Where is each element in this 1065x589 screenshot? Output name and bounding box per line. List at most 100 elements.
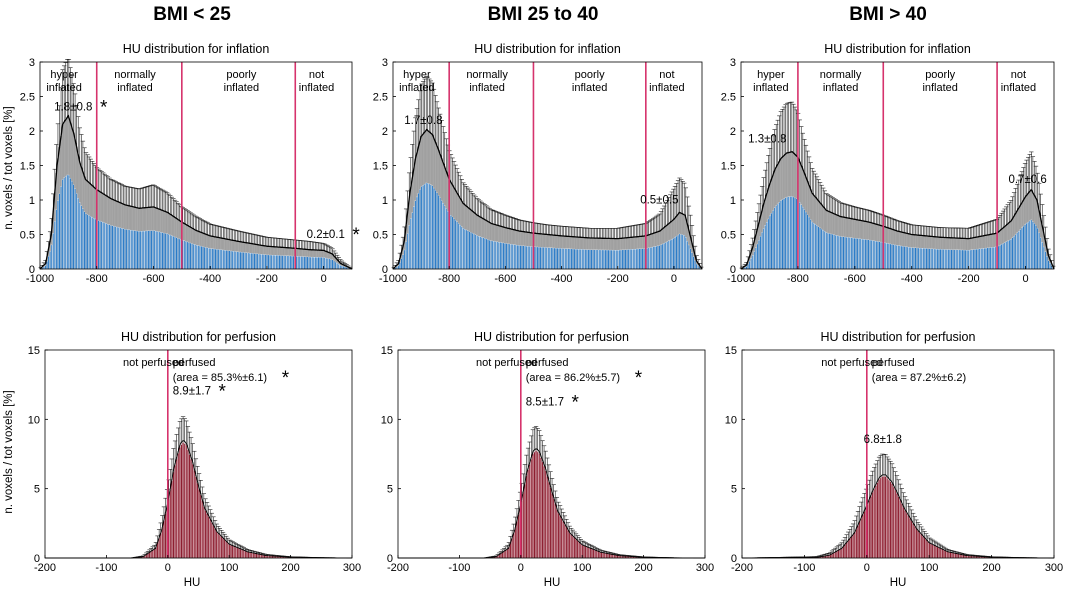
bar-value	[925, 248, 928, 270]
bar-value	[116, 226, 118, 270]
bar-value	[235, 251, 237, 270]
bar-value	[230, 250, 232, 270]
bar-value	[334, 261, 337, 270]
y-tick-label: 0	[382, 264, 388, 276]
bar-value	[317, 257, 320, 270]
bar-value	[524, 483, 526, 559]
bar-value	[579, 543, 582, 559]
region-label: poorly	[575, 69, 605, 81]
bar-value	[189, 242, 192, 270]
panel-inflation-3: HU distribution for inflation -1000 -800 -6…	[721, 42, 1056, 285]
bar-value	[960, 249, 962, 270]
bar-value	[552, 498, 555, 559]
bar-value	[664, 242, 667, 270]
peak-label: 8.9±1.7	[173, 385, 211, 397]
bar-value	[860, 518, 863, 559]
bar-value	[212, 525, 215, 559]
bar-value	[156, 542, 159, 559]
bar-value	[989, 247, 992, 270]
bar-value	[886, 478, 889, 559]
bar-value	[939, 548, 942, 559]
bar-value	[141, 231, 143, 270]
bar-value	[298, 256, 301, 270]
bar-value	[607, 553, 609, 559]
bar-value	[50, 244, 53, 270]
bar-value	[556, 508, 558, 559]
bar-value	[615, 250, 618, 270]
bar-value	[688, 244, 690, 270]
region-label: inflated	[922, 82, 957, 94]
bar-value	[311, 256, 313, 270]
bar-value	[155, 231, 157, 270]
bar-value	[612, 249, 614, 270]
bar-value	[259, 254, 262, 270]
bar-value	[922, 248, 925, 270]
bar-value	[939, 249, 942, 270]
bar-value	[553, 247, 556, 270]
bar-value	[539, 247, 542, 270]
bar-value	[171, 480, 173, 559]
bar-value	[215, 531, 218, 559]
bar-value	[906, 246, 909, 270]
bar-value	[795, 198, 798, 270]
bar-value	[550, 247, 553, 270]
bar-value	[660, 244, 662, 270]
bar-value	[532, 453, 534, 559]
bar-value	[651, 247, 653, 270]
bar-value	[593, 249, 596, 270]
bar-value	[978, 248, 981, 270]
bar-value	[453, 218, 455, 270]
bar-value	[236, 251, 239, 270]
bar-value	[1000, 244, 1003, 270]
bar-value	[516, 245, 519, 270]
bar-value	[408, 225, 410, 270]
bar-value	[559, 248, 562, 270]
bar-value	[254, 553, 256, 559]
bar-value	[1011, 237, 1014, 270]
bar-value	[107, 224, 109, 270]
bar-value	[498, 241, 500, 270]
bar-value	[915, 528, 918, 559]
bar-value	[528, 464, 531, 559]
bar-value	[549, 247, 551, 270]
bar-value	[201, 500, 204, 559]
bar-value	[608, 553, 611, 559]
bar-value	[238, 251, 240, 270]
panel-perfusion-3: HU distribution for perfusion -200 -100 0 10…	[725, 330, 1063, 574]
bar-value	[331, 259, 334, 270]
bar-value	[883, 476, 885, 559]
bar-value	[471, 233, 474, 270]
bar-value	[481, 237, 483, 270]
bar-value	[874, 240, 876, 270]
bar-value	[426, 182, 429, 270]
bar-value	[809, 219, 812, 270]
bar-value	[759, 236, 762, 270]
bar-value	[250, 552, 253, 559]
bar-value	[172, 236, 175, 270]
bar-value	[255, 253, 257, 270]
y-tick-label: 3	[382, 57, 388, 69]
bar-value	[506, 549, 509, 559]
bar-value	[1013, 235, 1015, 270]
column-header-bmi-25-40: BMI 25 to 40	[488, 4, 599, 25]
bar-value	[172, 471, 175, 559]
bar-series	[38, 59, 352, 270]
bar-value	[213, 248, 215, 270]
bar-value	[686, 240, 689, 270]
bar-value	[188, 242, 190, 270]
bar-value	[762, 228, 765, 270]
bar-value	[203, 506, 205, 559]
bar-value	[525, 475, 528, 559]
bar-value	[863, 239, 865, 270]
bar-value	[802, 206, 804, 270]
bar-value	[922, 536, 924, 559]
bar-value	[508, 547, 510, 559]
bar-value	[207, 516, 210, 559]
region-label: inflated	[117, 82, 152, 94]
bar-value	[912, 523, 914, 559]
bar-value	[944, 249, 947, 270]
bar-value	[330, 259, 332, 270]
bar-value	[772, 210, 774, 270]
bar-value	[52, 233, 55, 270]
